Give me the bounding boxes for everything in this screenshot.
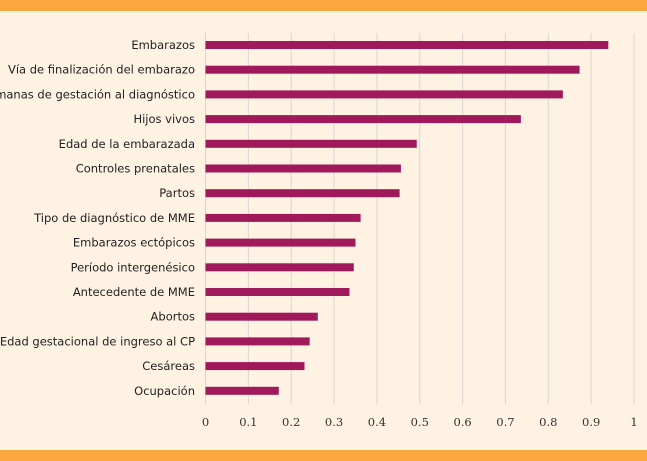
- category-label: Partos: [159, 186, 195, 200]
- category-label: Período intergenésico: [71, 260, 195, 274]
- bar: [205, 189, 400, 198]
- x-tick-label: 1: [630, 415, 637, 429]
- bar: [205, 312, 318, 321]
- bar: [205, 362, 305, 371]
- category-label: Ocupación: [134, 384, 195, 398]
- category-label: Controles prenatales: [76, 162, 195, 176]
- bar: [205, 115, 521, 124]
- category-label: Cesáreas: [142, 359, 195, 373]
- category-label: Abortos: [151, 310, 195, 324]
- bar: [205, 263, 354, 272]
- bar: [205, 213, 361, 222]
- bottom-band: [0, 450, 647, 461]
- bar: [205, 288, 350, 296]
- bar: [205, 386, 279, 395]
- bar: [205, 139, 417, 148]
- bar: [205, 337, 310, 346]
- category-label: Tipo de diagnóstico de MME: [33, 211, 195, 225]
- bar: [205, 65, 580, 74]
- category-label: Embarazos ectópicos: [73, 236, 195, 250]
- x-tick-label: 0.6: [453, 415, 471, 429]
- x-tick-label: 0.9: [582, 415, 600, 429]
- bar: [205, 238, 356, 247]
- category-label: Antecedente de MME: [73, 285, 195, 299]
- x-tick-label: 0.8: [539, 415, 557, 429]
- bar: [205, 164, 401, 173]
- category-label: Edad de la embarazada: [59, 137, 195, 151]
- x-tick-label: 0.4: [368, 415, 386, 429]
- category-label: Vía de finalización del embarazo: [8, 63, 195, 77]
- category-label: Hijos vivos: [133, 112, 195, 126]
- x-tick-label: 0: [202, 415, 209, 429]
- category-label: Edad gestacional de ingreso al CP: [0, 334, 195, 348]
- top-band: [0, 0, 647, 11]
- bar: [205, 90, 563, 99]
- x-tick-label: 0.5: [411, 415, 429, 429]
- x-tick-label: 0.7: [496, 415, 514, 429]
- category-label: Semanas de gestación al diagnóstico: [0, 87, 195, 101]
- x-tick-label: 0.3: [325, 415, 343, 429]
- x-tick-label: 0.1: [239, 415, 257, 429]
- bar: [205, 41, 609, 49]
- x-tick-label: 0.2: [282, 415, 300, 429]
- category-label: Embarazos: [131, 38, 195, 52]
